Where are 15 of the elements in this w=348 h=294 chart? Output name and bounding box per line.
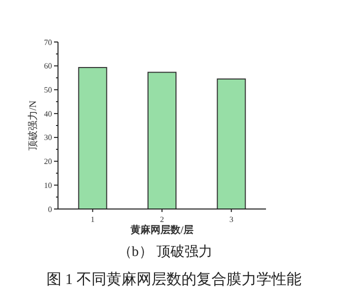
y-tick-label: 10 (44, 180, 52, 190)
y-tick-label: 0 (48, 204, 52, 214)
x-tick-label: 2 (160, 215, 164, 224)
y-tick-label: 20 (44, 157, 52, 166)
y-tick-label: 50 (44, 86, 52, 95)
caption: 图 1 不同黄麻网层数的复合膜力学性能 (46, 271, 302, 288)
text: （b） 顶破强力 (118, 244, 212, 260)
x-tick-label: 3 (229, 215, 234, 224)
x-tick-label: 1 (90, 215, 95, 224)
y-tick-label: 40 (44, 109, 52, 118)
x-axis-title: 黄麻网层数/层 (130, 224, 194, 236)
y-tick-label: 60 (44, 62, 52, 71)
y-tick-label: 70 (44, 38, 52, 47)
y-tick-label: 30 (44, 133, 52, 142)
y-axis-title: 顶破强力/N (27, 100, 39, 150)
